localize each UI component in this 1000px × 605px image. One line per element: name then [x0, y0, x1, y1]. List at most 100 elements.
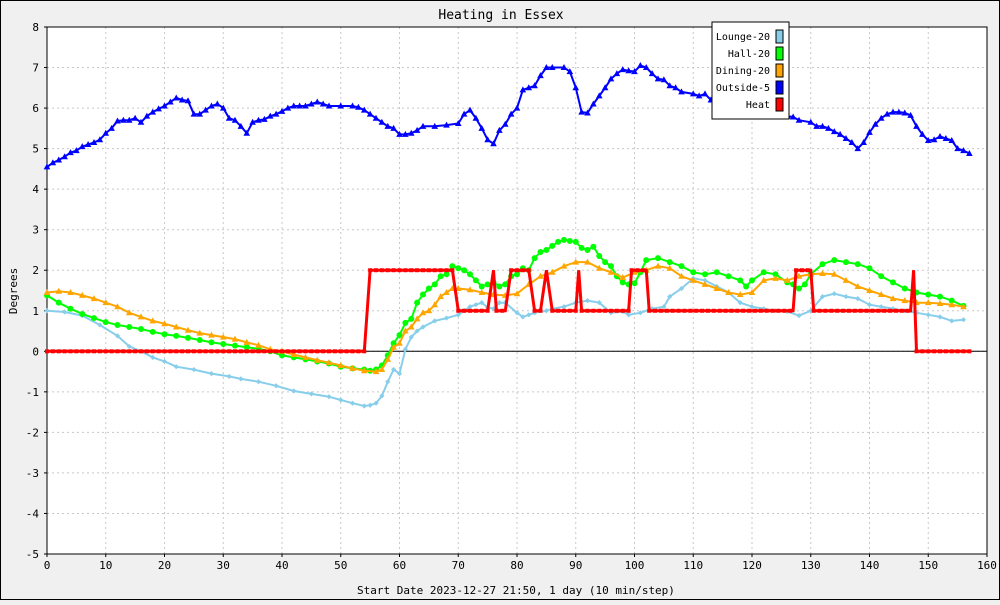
- data-point: [925, 312, 931, 318]
- data-point: [807, 118, 815, 125]
- data-point: [366, 110, 374, 117]
- data-point: [390, 340, 397, 347]
- data-point: [515, 268, 519, 273]
- data-point: [926, 349, 931, 354]
- data-point: [308, 100, 315, 107]
- data-point: [626, 312, 632, 318]
- data-point: [655, 255, 661, 262]
- data-point: [402, 327, 409, 334]
- data-point: [537, 272, 544, 279]
- data-point: [290, 102, 298, 109]
- data-point: [402, 319, 409, 326]
- data-point: [420, 324, 426, 330]
- data-point: [114, 117, 121, 124]
- data-point: [454, 119, 462, 126]
- data-point: [437, 293, 444, 300]
- data-point: [796, 285, 802, 292]
- data-point: [420, 291, 426, 298]
- y-tick-label: 8: [32, 21, 39, 34]
- data-point: [948, 301, 956, 308]
- data-point: [864, 308, 869, 313]
- data-point: [549, 242, 556, 249]
- data-point: [73, 147, 80, 154]
- data-point: [772, 274, 779, 281]
- data-point: [444, 268, 449, 273]
- data-point: [431, 122, 439, 129]
- data-point: [172, 323, 180, 330]
- legend-label: Lounge-20: [716, 32, 770, 43]
- data-point: [137, 313, 145, 320]
- data-point: [403, 268, 408, 273]
- data-point: [676, 308, 681, 313]
- data-point: [654, 75, 662, 82]
- data-point: [494, 308, 499, 313]
- data-point: [484, 136, 491, 143]
- data-point: [694, 308, 699, 313]
- data-point: [776, 308, 781, 313]
- data-point: [231, 335, 239, 342]
- data-point: [149, 328, 156, 335]
- data-point: [788, 308, 793, 313]
- data-point: [502, 281, 509, 288]
- data-point: [215, 349, 220, 354]
- data-point: [291, 388, 297, 394]
- data-point: [596, 300, 602, 306]
- data-point: [337, 102, 345, 109]
- data-point: [584, 298, 591, 304]
- data-point: [899, 308, 904, 313]
- x-tick-label: 150: [918, 559, 938, 572]
- data-point: [414, 328, 420, 334]
- data-point: [490, 140, 497, 147]
- data-point: [866, 265, 873, 272]
- y-tick-label: -3: [26, 467, 39, 480]
- data-point: [907, 111, 914, 118]
- data-point: [805, 268, 810, 273]
- data-point: [178, 96, 186, 103]
- data-point: [425, 307, 433, 314]
- data-point: [566, 68, 574, 75]
- data-point: [466, 286, 474, 293]
- y-tick-label: 5: [32, 143, 39, 156]
- data-point: [609, 308, 613, 313]
- x-tick-label: 50: [334, 559, 347, 572]
- data-point: [455, 265, 462, 272]
- data-point: [520, 314, 526, 320]
- data-point: [262, 349, 267, 354]
- data-point: [667, 293, 673, 300]
- data-point: [629, 268, 634, 273]
- data-point: [438, 268, 443, 273]
- data-point: [55, 287, 63, 294]
- data-point: [795, 116, 803, 123]
- data-point: [920, 349, 925, 354]
- data-point: [172, 94, 180, 101]
- y-tick-label: -1: [26, 386, 39, 399]
- data-point: [678, 263, 685, 270]
- data-point: [337, 361, 345, 368]
- data-point: [68, 349, 73, 354]
- data-point: [866, 287, 873, 293]
- data-point: [462, 308, 467, 313]
- data-point: [560, 64, 568, 71]
- data-point: [327, 349, 331, 354]
- y-tick-label: -2: [26, 426, 39, 439]
- data-point: [883, 110, 891, 117]
- data-point: [701, 90, 709, 97]
- data-point: [167, 98, 174, 105]
- data-point: [186, 349, 190, 354]
- data-point: [954, 145, 961, 152]
- data-point: [695, 92, 703, 99]
- data-point: [149, 317, 157, 324]
- y-tick-label: 6: [32, 102, 39, 115]
- data-point: [232, 342, 238, 349]
- data-point: [396, 371, 403, 377]
- legend-label: Dining-20: [716, 66, 770, 77]
- data-point: [496, 126, 503, 133]
- data-point: [930, 136, 938, 143]
- data-point: [443, 289, 450, 296]
- data-point: [878, 273, 885, 280]
- data-point: [315, 349, 320, 354]
- data-point: [590, 243, 597, 250]
- data-point: [543, 246, 550, 253]
